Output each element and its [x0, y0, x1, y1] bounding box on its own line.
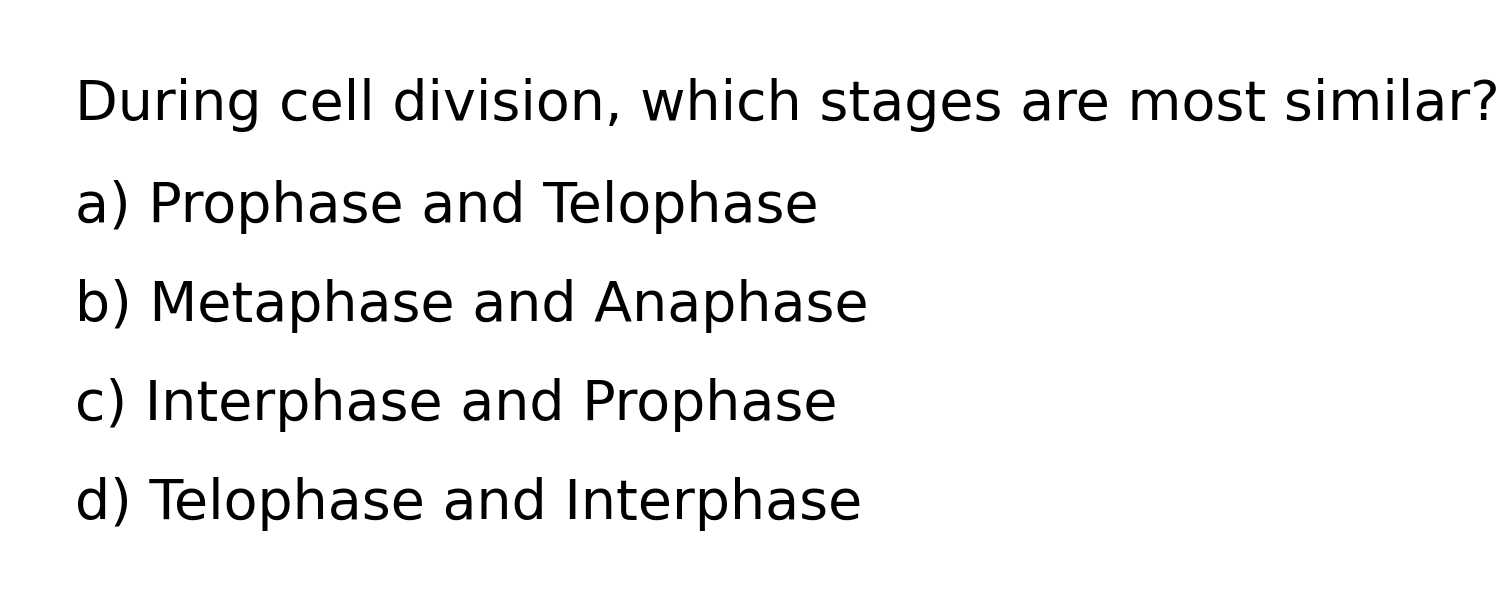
Text: a) Prophase and Telophase: a) Prophase and Telophase	[75, 180, 819, 234]
Text: d) Telophase and Interphase: d) Telophase and Interphase	[75, 477, 862, 531]
Text: During cell division, which stages are most similar?: During cell division, which stages are m…	[75, 78, 1500, 132]
Text: b) Metaphase and Anaphase: b) Metaphase and Anaphase	[75, 279, 868, 333]
Text: c) Interphase and Prophase: c) Interphase and Prophase	[75, 378, 837, 432]
